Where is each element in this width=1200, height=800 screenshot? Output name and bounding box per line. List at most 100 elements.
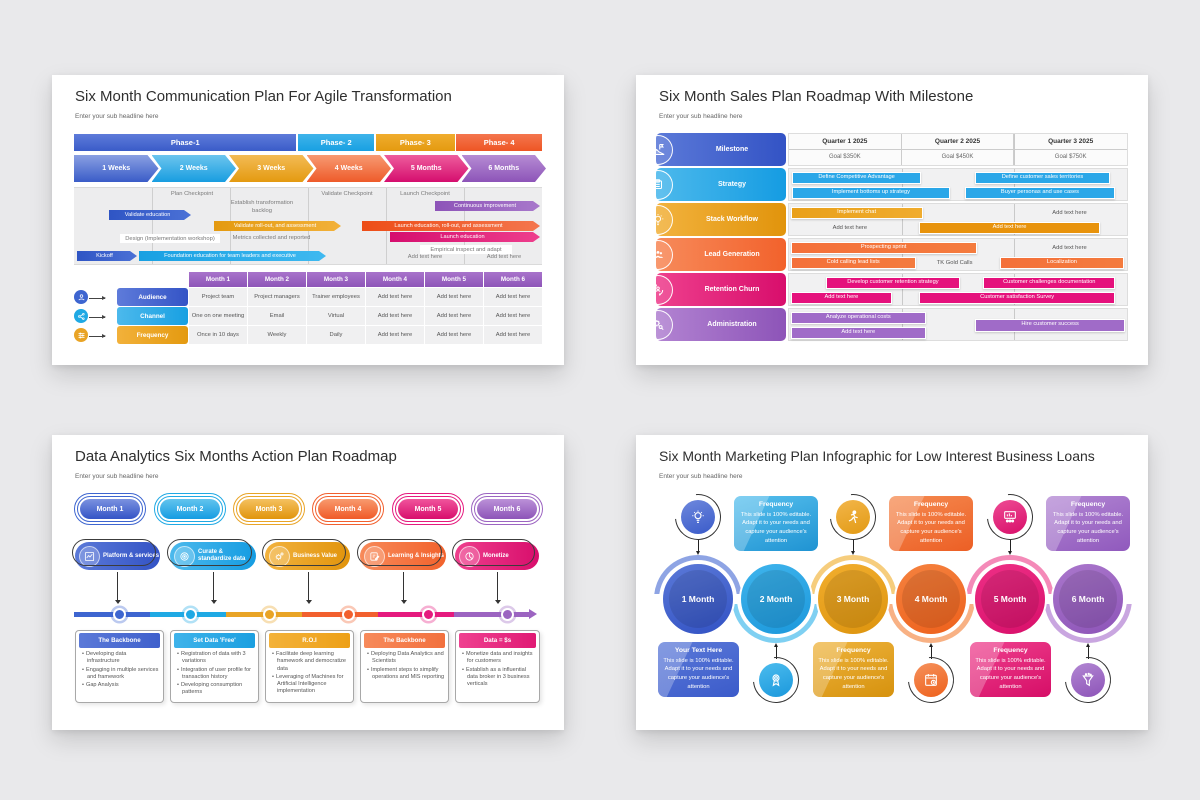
retention-track: Develop customer retention strategy Cust… — [788, 273, 1128, 306]
step-business-value: Business Value — [262, 539, 350, 570]
checkpoint-label: Validate Checkpoint — [321, 191, 373, 197]
down-arrow — [400, 572, 407, 604]
goal-cell: Goal $350K — [789, 149, 902, 165]
month-circle-3: 3 Month — [816, 562, 890, 636]
gantt-note: Design (Implementation workshop) — [120, 234, 220, 243]
roadmap-bar: Analyze operational costs — [790, 311, 926, 324]
pie-chart-icon — [459, 545, 480, 567]
slide-marketing-infographic[interactable]: Six Month Marketing Plan Infographic for… — [636, 435, 1148, 730]
table-cell: Project team — [189, 288, 247, 306]
admin-gear-icon — [643, 309, 673, 340]
page-title: Six Month Sales Plan Roadmap With Milest… — [659, 88, 974, 105]
month-circle-2: 2 Month — [739, 562, 813, 636]
milestone-track: Quarter 1 2025 Quarter 2 2025 Quarter 3 … — [788, 133, 1128, 166]
checkpoint-label: Establish transformation backlog — [230, 200, 294, 214]
box-bullets: Deploying Data Analytics and Scientists … — [361, 648, 448, 681]
table-cell: Daily — [307, 326, 365, 344]
frequency-icon — [74, 328, 88, 342]
chevron-week2: 2 Weeks — [152, 155, 237, 182]
checkpoint-label: Launch Checkpoint — [400, 191, 450, 197]
card-title: Your Text Here — [674, 647, 723, 654]
roadmap-bar: Cold calling lead lists — [790, 256, 916, 269]
table-cell: Add text here — [484, 307, 542, 325]
runner-icon — [836, 500, 870, 534]
table-cell: Weekly — [248, 326, 306, 344]
month-circle-1: 1 Month — [661, 562, 735, 636]
down-arrow — [305, 572, 312, 604]
step-platform: Platform & services — [72, 539, 160, 570]
row-label: Milestone — [715, 146, 749, 153]
row-label: Retention Churn — [704, 286, 760, 293]
sub-headline: Enter your sub headline here — [659, 473, 743, 480]
gantt-note: Add text here — [407, 254, 443, 260]
timeline-dot — [501, 607, 514, 621]
page-title: Six Month Communication Plan For Agile T… — [75, 88, 452, 105]
step-learning: Learning & Insights — [357, 539, 446, 570]
detail-box-data-dollars: Data = $s Monetize data and insights for… — [455, 630, 540, 703]
roadmap-bar: Define customer sales territories — [974, 171, 1111, 184]
roadmap-rows: Milestone Quarter 1 2025 Quarter 2 2025 … — [643, 133, 1128, 343]
box-title: Data = $s — [459, 633, 536, 648]
roadmap-bar: Hire customer success — [974, 319, 1126, 332]
table-cell: Trainer employees — [307, 288, 365, 306]
down-arrow — [210, 572, 217, 604]
card-body: This slide is 100% editable. Adapt it to… — [663, 657, 734, 691]
gantt-bar: Validate roll-out, and assessment — [214, 221, 341, 231]
row-icon-cell — [74, 326, 116, 344]
slide-communication-plan[interactable]: Six Month Communication Plan For Agile T… — [52, 75, 564, 365]
month-circle-6: 6 Month — [1051, 562, 1125, 636]
roadmap-text: Add text here — [1052, 209, 1087, 216]
gantt-bar: Launch education — [390, 232, 540, 242]
admin-track: Analyze operational costs Hire customer … — [788, 308, 1128, 341]
leadgen-track: Prospecting sprint Add text here Cold ca… — [788, 238, 1128, 271]
workflow-track: Implement chat Add text here Add text he… — [788, 203, 1128, 236]
info-card-top-4: Frequency This slide is 100% editable. A… — [889, 496, 973, 552]
timeline-dot — [342, 607, 355, 621]
strategy-track: Define Competitive Advantage Define cust… — [788, 168, 1128, 201]
box-bullets: Facilitate deep learning framework and d… — [266, 648, 353, 696]
roadmap-bar: Define Competitive Advantage — [792, 171, 921, 184]
row-label-pill: Administration — [643, 308, 786, 341]
row-label: Stack Workflow — [706, 216, 758, 223]
roadmap-text: Add text here — [1052, 244, 1087, 251]
month-pill: Month 4 — [312, 493, 384, 525]
connector-arrow — [89, 330, 106, 338]
table-row-label: Channel — [117, 307, 188, 325]
gears-icon — [269, 545, 290, 567]
row-icon-cell — [74, 288, 116, 306]
sub-headline: Enter your sub headline here — [659, 113, 743, 120]
timeline-segment — [74, 612, 150, 617]
timeline-arrowhead — [529, 608, 537, 619]
table-cell: Add text here — [484, 326, 542, 344]
row-retention-churn: Retention Churn Develop customer retenti… — [643, 273, 1128, 306]
card-body: This slide is 100% editable. Adapt it to… — [895, 511, 967, 545]
award-badge-icon — [759, 663, 793, 697]
slide-data-analytics-plan[interactable]: Data Analytics Six Months Action Plan Ro… — [52, 435, 564, 730]
roadmap-bar: Customer challenges documentation — [983, 276, 1116, 289]
table-cell: Project managers — [248, 288, 306, 306]
table-cell: Add text here — [366, 288, 424, 306]
slide-sales-roadmap[interactable]: Six Month Sales Plan Roadmap With Milest… — [636, 75, 1148, 365]
communication-table: Month 1 Month 2 Month 3 Month 4 Month 5 … — [74, 272, 542, 344]
table-cell: Add text here — [425, 326, 483, 344]
info-card-bottom-5: Frequency This slide is 100% editable. A… — [970, 642, 1051, 698]
retention-refresh-icon — [643, 274, 673, 305]
timeline-chevrons: 1 Weeks 2 Weeks 3 Weeks 4 Weeks 5 Months… — [74, 155, 546, 182]
card-body: This slide is 100% editable. Adapt it to… — [975, 657, 1046, 691]
phase-bar: Phase-1 Phase- 2 Phase- 3 Phase- 4 — [74, 134, 542, 151]
connector-arrow — [774, 643, 778, 659]
roadmap-bar: Add text here — [790, 291, 893, 304]
timeline-dot — [113, 607, 126, 621]
audience-icon — [74, 290, 88, 304]
row-label: Administration — [707, 321, 757, 328]
table-cell: Add text here — [366, 307, 424, 325]
chart-icon — [79, 545, 100, 567]
roadmap-bar: Develop customer retention strategy — [826, 276, 960, 289]
strategy-clipboard-icon — [643, 169, 673, 200]
step-curate: Curate & standardize data — [167, 539, 256, 570]
box-title: R.O.I — [269, 633, 350, 648]
connector-arrow — [851, 539, 855, 555]
table-cell: Add text here — [425, 307, 483, 325]
roadmap-bar: Buyer personas and use cases — [964, 186, 1116, 199]
